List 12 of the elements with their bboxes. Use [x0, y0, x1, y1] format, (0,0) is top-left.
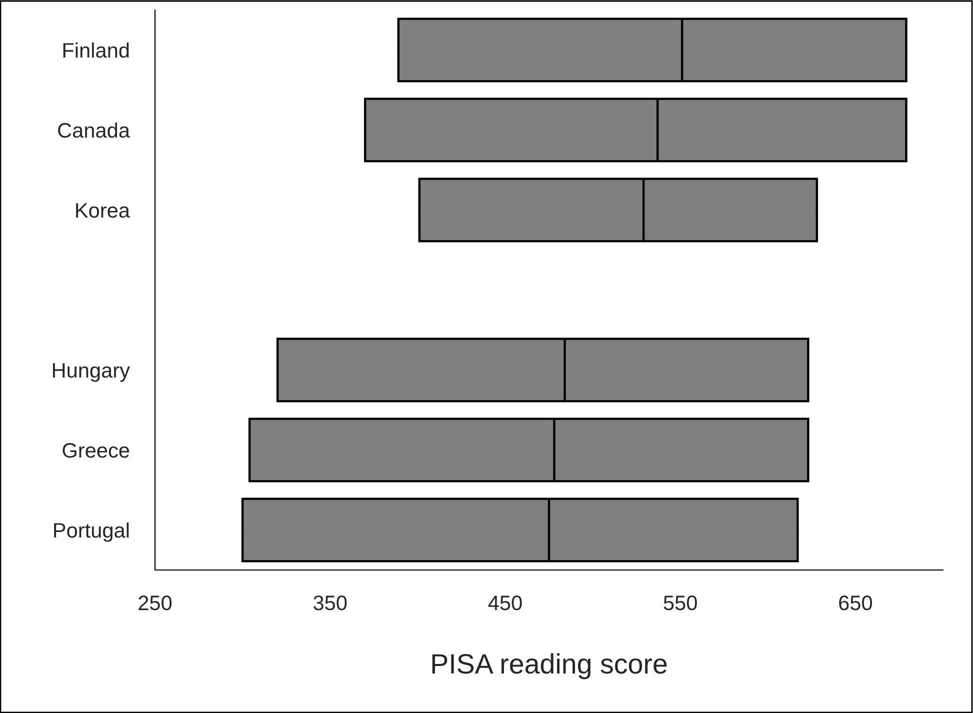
y-tick-label: Finland — [63, 42, 129, 58]
x-tick-label: 450 — [488, 596, 522, 610]
y-tick-label: Portugal — [54, 522, 129, 542]
y-tick-label: Canada — [58, 122, 130, 138]
x-tick-label: 350 — [314, 596, 347, 610]
x-tick-label: 650 — [839, 596, 872, 610]
y-tick-label: Greece — [62, 443, 130, 458]
x-axis-title: PISA reading score — [432, 653, 667, 680]
x-tick-label: 550 — [664, 596, 697, 610]
y-tick-label: Hungary — [52, 363, 130, 382]
y-tick-label: Korea — [76, 203, 130, 218]
x-tick-label: 250 — [138, 596, 172, 610]
